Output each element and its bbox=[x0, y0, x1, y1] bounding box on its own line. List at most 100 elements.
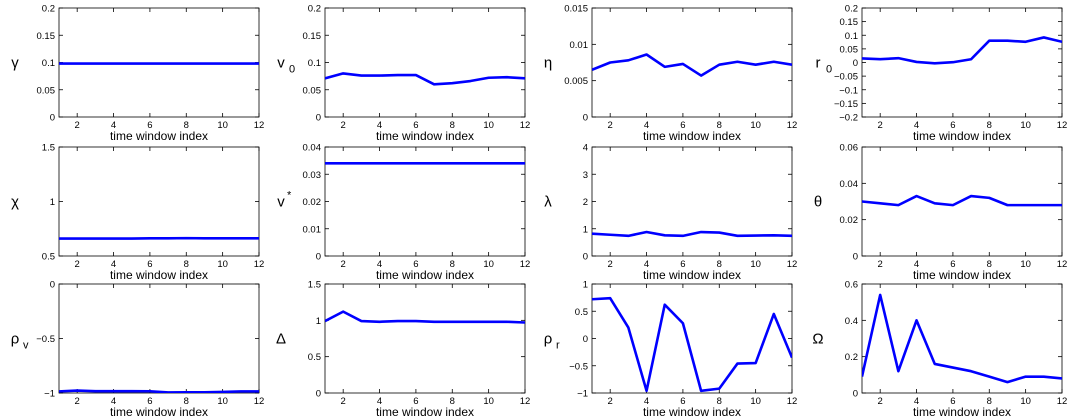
x-tick-label: 6 bbox=[413, 259, 418, 270]
x-tick-label: 2 bbox=[341, 396, 346, 407]
x-tick-label: 4 bbox=[914, 396, 919, 407]
y-tick-label: 0.01 bbox=[303, 224, 322, 235]
y-tick-label: 0.6 bbox=[845, 280, 858, 291]
x-axis-label: time window index bbox=[913, 268, 1011, 282]
y-axis-label: v bbox=[277, 55, 285, 72]
x-tick-label: 8 bbox=[987, 259, 992, 270]
y-tick-label: 0 bbox=[50, 113, 55, 124]
x-tick-label: 8 bbox=[184, 259, 189, 270]
axes-box bbox=[58, 283, 260, 394]
series-line bbox=[862, 194, 1062, 207]
x-tick-label: 10 bbox=[750, 120, 761, 131]
y-tick-label: 0.2 bbox=[845, 352, 858, 363]
axes-box bbox=[324, 146, 526, 257]
y-tick-label: 0 bbox=[583, 252, 588, 263]
y-axis-label: γ bbox=[11, 55, 19, 72]
x-tick-label: 12 bbox=[254, 120, 265, 131]
y-tick-label: 4 bbox=[583, 143, 588, 154]
y-axis-label: χ bbox=[11, 194, 19, 211]
x-tick-label: 10 bbox=[750, 396, 761, 407]
y-axis-label-subscript: r bbox=[556, 340, 560, 352]
x-tick-label: 6 bbox=[147, 259, 152, 270]
x-tick-label: 6 bbox=[680, 120, 685, 131]
x-tick-label: 4 bbox=[644, 120, 649, 131]
subplot-3: 2 4 6 8 10 12 0 0.005 0.01 0.015 time window index… bbox=[544, 4, 797, 144]
y-tick-label: 1 bbox=[316, 316, 321, 327]
y-axis-label: Ω bbox=[812, 331, 823, 348]
y-tick-label: −0.2 bbox=[839, 113, 858, 124]
y-tick-label: 0.2 bbox=[845, 4, 858, 15]
subplot-4: 2 4 6 8 10 12−0.2−0.15−0.1−0.0500.050.10.150.… bbox=[816, 4, 1068, 144]
x-tick-label: 12 bbox=[520, 259, 531, 270]
x-tick-label: 12 bbox=[1057, 396, 1068, 407]
subplot-11: 2 4 6 8 10 12 −1 −0.5 0 0.5 1 time window index ρ r bbox=[544, 280, 798, 420]
series-line bbox=[325, 72, 525, 86]
x-tick-label: 4 bbox=[644, 259, 649, 270]
y-tick-label: 0.04 bbox=[840, 179, 859, 190]
y-tick-label: 0.5 bbox=[308, 352, 321, 363]
y-tick-label: 0 bbox=[583, 113, 588, 124]
y-tick-label: 0 bbox=[853, 389, 858, 400]
y-tick-label: 0.2 bbox=[308, 4, 321, 15]
x-tick-label: 4 bbox=[377, 396, 382, 407]
x-tick-label: 2 bbox=[878, 396, 883, 407]
y-tick-label: −0.1 bbox=[839, 85, 858, 96]
y-tick-label: 0 bbox=[50, 280, 55, 291]
y-axis-label: v bbox=[277, 194, 285, 211]
x-tick-label: 6 bbox=[680, 396, 685, 407]
x-tick-label: 12 bbox=[787, 259, 798, 270]
x-axis-label: time window index bbox=[376, 405, 474, 419]
y-tick-label: 0.02 bbox=[840, 215, 859, 226]
x-tick-label: 2 bbox=[75, 120, 80, 131]
y-tick-label: −0.5 bbox=[36, 334, 55, 345]
series-line bbox=[325, 310, 525, 324]
subplot-2: 2 4 6 8 10 12 0 0.05 0.1 0.15 0.2 time window index… bbox=[277, 4, 530, 144]
x-tick-label: 8 bbox=[717, 259, 722, 270]
y-axis-label: λ bbox=[544, 194, 552, 211]
y-tick-label: 0.04 bbox=[303, 143, 322, 154]
subplot-12: 2 4 6 8 10 12 0 0.2 0.4 0.6 time window index Ω bbox=[812, 280, 1067, 420]
x-tick-label: 8 bbox=[184, 396, 189, 407]
x-tick-label: 2 bbox=[75, 259, 80, 270]
y-tick-label: 0.15 bbox=[37, 31, 56, 42]
y-axis-label: η bbox=[544, 55, 552, 72]
y-tick-label: 0.015 bbox=[564, 4, 588, 15]
x-tick-label: 8 bbox=[184, 120, 189, 131]
series-line bbox=[592, 230, 792, 238]
x-tick-label: 6 bbox=[413, 120, 418, 131]
x-tick-label: 10 bbox=[1020, 259, 1031, 270]
x-tick-label: 2 bbox=[608, 259, 613, 270]
y-tick-label: 1 bbox=[50, 197, 55, 208]
y-tick-label: −0.5 bbox=[569, 361, 588, 372]
x-axis-label: time window index bbox=[913, 129, 1011, 143]
subplot-9: 2 4 6 8 10 12 −1 −0.5 0 time window index ρ v bbox=[11, 280, 265, 420]
x-tick-label: 6 bbox=[950, 396, 955, 407]
x-tick-label: 12 bbox=[254, 396, 265, 407]
x-tick-label: 10 bbox=[217, 259, 228, 270]
y-tick-label: 0.5 bbox=[42, 252, 55, 263]
y-tick-label: 1.5 bbox=[42, 143, 55, 154]
x-tick-label: 8 bbox=[450, 396, 455, 407]
y-axis-label: r bbox=[816, 55, 821, 72]
y-axis-label-superscript: * bbox=[287, 190, 292, 202]
y-tick-label: 0.15 bbox=[303, 31, 322, 42]
axes-box bbox=[324, 283, 526, 394]
x-tick-label: 12 bbox=[787, 120, 798, 131]
x-tick-label: 8 bbox=[717, 396, 722, 407]
y-tick-label: 0.1 bbox=[845, 31, 858, 42]
x-tick-label: 2 bbox=[878, 120, 883, 131]
x-tick-label: 2 bbox=[341, 120, 346, 131]
y-tick-label: 1 bbox=[583, 224, 588, 235]
x-axis-label: time window index bbox=[110, 129, 208, 143]
subplot-1: 2 4 6 8 10 12 0 0.05 0.1 0.15 0.2 time window index… bbox=[11, 4, 264, 144]
x-axis-label: time window index bbox=[110, 268, 208, 282]
subplot-8: 2 4 6 8 10 12 0 0.02 0.04 0.06 time window index θ bbox=[814, 143, 1067, 283]
subplot-5: 2 4 6 8 10 12 0.5 1 1.5 time window index χ bbox=[11, 143, 264, 283]
x-tick-label: 10 bbox=[483, 396, 494, 407]
x-tick-label: 4 bbox=[111, 396, 116, 407]
y-tick-label: 0 bbox=[853, 252, 858, 263]
x-axis-label: time window index bbox=[643, 129, 741, 143]
x-axis-label: time window index bbox=[110, 405, 208, 419]
series-line bbox=[862, 36, 1062, 65]
y-tick-label: 0.01 bbox=[570, 40, 589, 51]
